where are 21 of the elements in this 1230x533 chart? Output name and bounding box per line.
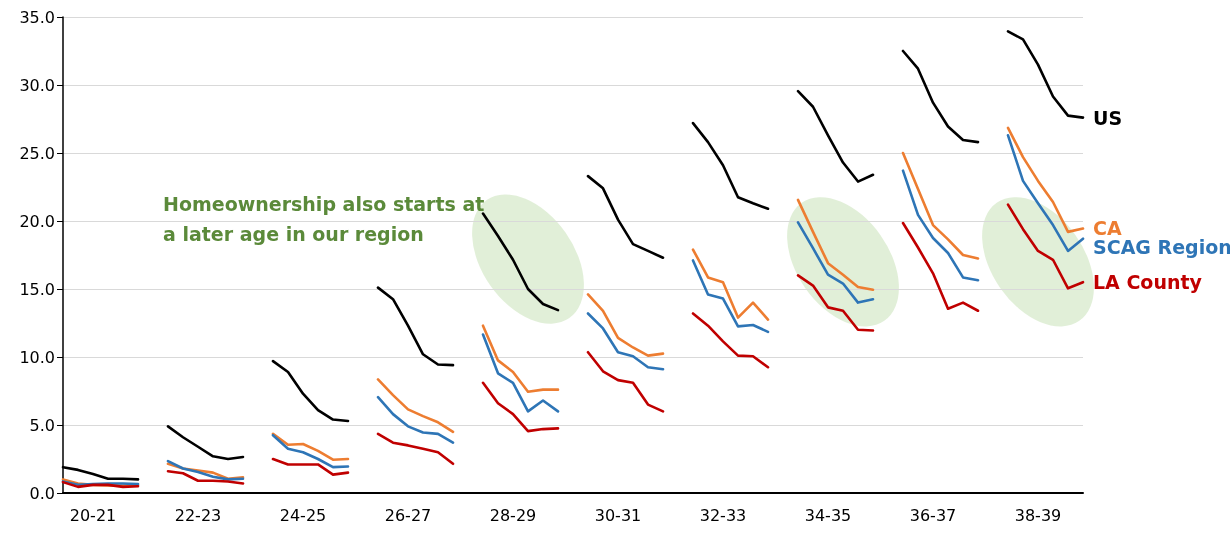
x-tick-label: 26-27	[384, 505, 432, 525]
y-tick-label: 20.0	[19, 211, 55, 231]
y-tick-label: 25.0	[19, 143, 55, 163]
y-tick-label: 10.0	[19, 347, 55, 367]
x-tick-label: 20-21	[69, 505, 117, 525]
annotation: Homeownership also starts at a later age in our region	[163, 192, 486, 247]
series-label: LA County	[1093, 271, 1203, 294]
x-tick-label: 34-35	[804, 505, 852, 525]
x-tick-label: 30-31	[594, 505, 642, 525]
y-tick-label: 30.0	[19, 75, 55, 95]
y-tick-label: 15.0	[19, 279, 55, 299]
series-label: US	[1093, 106, 1123, 129]
y-tick-label: 0.0	[29, 483, 55, 503]
x-tick-label: 38-39	[1014, 505, 1062, 525]
x-tick-label: 36-37	[909, 505, 957, 525]
y-tick-label: 5.0	[29, 415, 55, 435]
x-tick-label: 28-29	[489, 505, 537, 525]
x-tick-label: 24-25	[279, 505, 327, 525]
y-tick-label: 35.0	[19, 7, 55, 27]
x-tick-label: 32-33	[699, 505, 747, 525]
x-tick-label: 22-23	[174, 505, 222, 525]
